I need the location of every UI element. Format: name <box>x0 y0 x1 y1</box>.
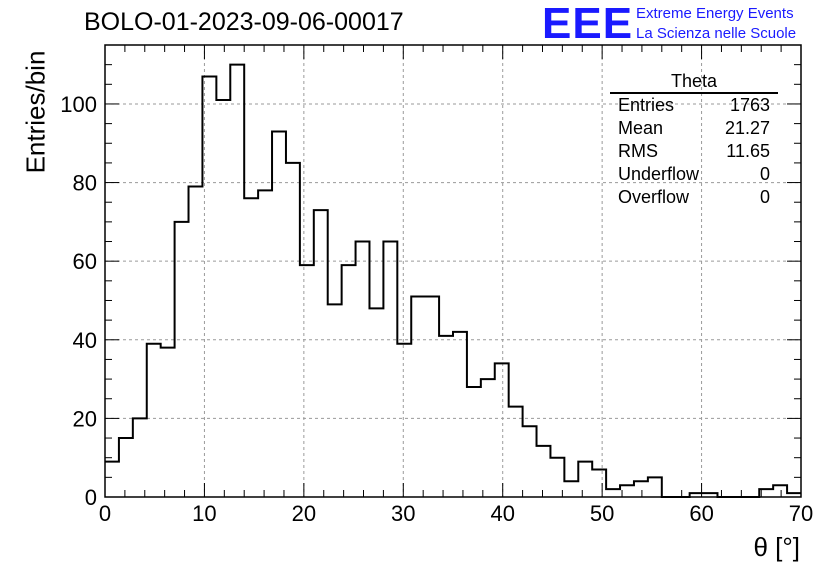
x-tick-label: 20 <box>292 501 316 526</box>
stats-row-mean: Mean 21.27 <box>610 117 778 140</box>
histogram-bin <box>105 462 119 497</box>
histogram-bin <box>133 418 147 497</box>
histogram-bin <box>509 407 523 497</box>
y-tick-label: 100 <box>60 92 97 117</box>
stats-value: 0 <box>759 164 770 184</box>
stats-row-entries: Entries 1763 <box>610 94 778 117</box>
stats-row-underflow: Underflow 0 <box>610 163 778 186</box>
stats-label: RMS <box>618 141 658 161</box>
stats-label: Underflow <box>618 164 700 184</box>
histogram-bin <box>439 336 453 497</box>
y-tick-label: 80 <box>73 171 97 196</box>
histogram-bin <box>523 426 537 497</box>
histogram-bin <box>369 308 383 497</box>
eee-organization: Extreme Energy Events La Scienza nelle S… <box>636 4 796 44</box>
stats-value: 21.27 <box>724 118 770 138</box>
stats-row-overflow: Overflow 0 <box>610 186 778 209</box>
histogram-bin <box>773 485 787 497</box>
histogram-bin <box>314 210 328 497</box>
y-tick-label: 40 <box>73 328 97 353</box>
plot-title: BOLO-01-2023-09-06-00017 <box>84 8 404 36</box>
histogram-bin <box>648 477 662 497</box>
stats-label: Mean <box>618 118 664 138</box>
stats-title: Theta <box>610 71 778 94</box>
histogram-bin <box>578 462 592 497</box>
x-tick-label: 70 <box>789 501 813 526</box>
y-tick-label: 0 <box>85 485 97 510</box>
histogram-bin <box>397 344 411 497</box>
histogram-bin <box>328 304 342 497</box>
x-axis-label: θ [°] <box>753 532 800 562</box>
histogram-bin <box>425 297 439 497</box>
histogram-bin <box>258 190 272 497</box>
histogram-bin <box>119 438 133 497</box>
eee-logo: EEE <box>542 0 634 48</box>
histogram-bin <box>244 198 258 497</box>
histogram-bin <box>564 481 578 497</box>
stats-label: Overflow <box>618 187 690 207</box>
x-tick-label: 10 <box>192 501 216 526</box>
histogram-bin <box>216 100 230 497</box>
x-tick-label: 60 <box>689 501 713 526</box>
stats-value: 11.65 <box>726 141 770 161</box>
x-tick-label: 0 <box>99 501 111 526</box>
plot-frame <box>104 44 802 498</box>
x-tick-label: 40 <box>490 501 514 526</box>
y-tick-label: 20 <box>73 406 97 431</box>
histogram-bin <box>592 469 606 497</box>
histogram-bin <box>495 363 509 497</box>
histogram-line <box>105 63 801 498</box>
histogram-bin <box>300 265 314 497</box>
histogram-bin <box>286 163 300 497</box>
org-line-2: La Scienza nelle Scuole <box>636 25 797 42</box>
histogram-bin <box>467 387 481 497</box>
histogram-bin <box>272 131 286 497</box>
histogram-bin <box>147 344 161 497</box>
histogram-bin <box>453 332 467 497</box>
stats-label: Entries <box>618 95 675 115</box>
histogram-bin <box>189 186 203 497</box>
stats-row-rms: RMS 11.65 <box>610 140 778 163</box>
stats-value: 1763 <box>729 95 770 115</box>
histogram-bin <box>383 242 397 497</box>
histogram-bin <box>411 297 425 497</box>
stats-box: Theta Entries 1763 Mean 21.27 RMS 11.65 … <box>610 71 778 209</box>
histogram-bin <box>175 222 189 497</box>
histogram-bin <box>342 265 356 497</box>
y-tick-label: 60 <box>73 249 97 274</box>
histogram-bin <box>356 242 370 497</box>
histogram-bin <box>481 379 495 497</box>
histogram-bin <box>537 446 551 497</box>
histogram-bin <box>230 65 244 497</box>
histogram-bin <box>161 348 175 497</box>
x-tick-label: 50 <box>590 501 614 526</box>
org-line-1: Extreme Energy Events <box>636 5 794 22</box>
histogram-bin <box>606 489 620 497</box>
x-tick-label: 30 <box>391 501 415 526</box>
histogram-bin <box>634 481 648 497</box>
y-axis-label: Entries/bin <box>20 50 51 174</box>
stats-value: 0 <box>759 187 770 207</box>
